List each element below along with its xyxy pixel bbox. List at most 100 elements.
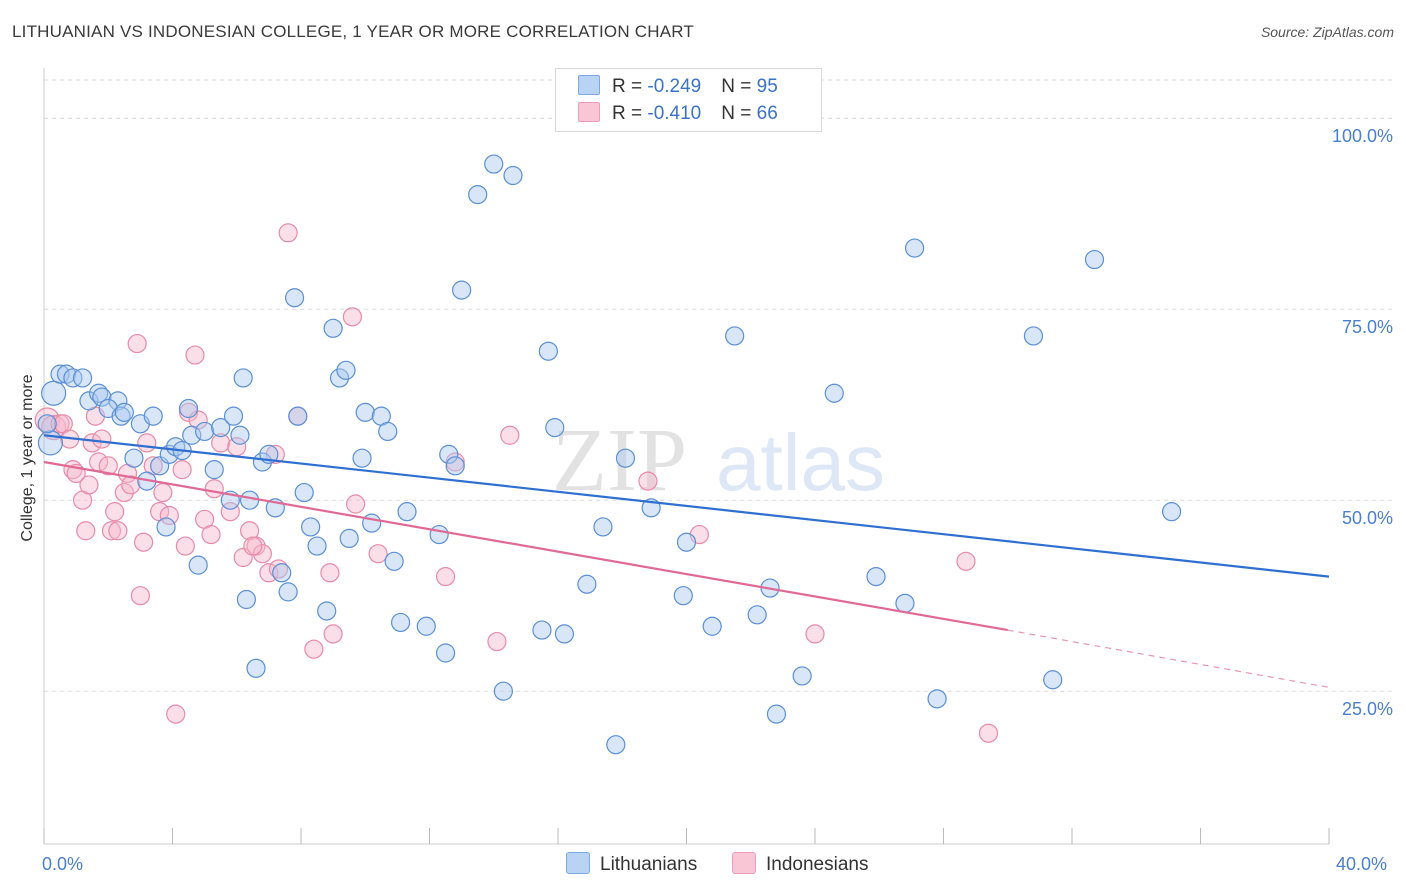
legend-swatch-blue: [578, 75, 600, 95]
lithuanian-point: [352, 448, 372, 468]
lithuanian-point: [676, 532, 697, 552]
indonesian-point: [346, 494, 366, 514]
indonesian-point: [41, 415, 67, 441]
lithuanian-point: [554, 624, 575, 644]
lithuanian-point: [824, 383, 844, 403]
lithuanian-point: [593, 517, 613, 537]
indonesian-point: [342, 307, 362, 327]
y-tick-label: 50.0%: [1342, 508, 1393, 528]
lithuanian-point: [445, 456, 465, 476]
legend-r-label: R =: [612, 76, 648, 97]
lithuanians-trend-line: [43, 434, 1330, 578]
indonesian-point: [500, 425, 520, 445]
indonesian-point: [137, 433, 157, 453]
indonesian-point: [127, 333, 147, 354]
indonesian-point: [79, 475, 99, 495]
lithuanian-point: [188, 555, 208, 575]
indonesian-point: [159, 505, 179, 526]
indonesian-point: [435, 566, 456, 587]
lithuanian-point: [702, 616, 722, 636]
lithuanian-point: [378, 421, 398, 442]
legend-row-lithuanians: R = -0.249 N = 95: [578, 75, 778, 101]
lithuanian-point: [336, 360, 356, 380]
indonesian-point: [320, 563, 340, 583]
lithuanian-point: [223, 406, 244, 426]
lithuanian-point: [284, 288, 305, 308]
lithuanian-point: [50, 364, 70, 384]
indonesian-point: [201, 524, 221, 545]
lithuanian-point: [362, 513, 382, 533]
lithuanian-point: [397, 502, 417, 522]
lithuanian-point: [390, 612, 411, 633]
lithuanian-point: [92, 387, 112, 407]
indonesian-point: [105, 502, 125, 522]
lithuanian-point: [895, 593, 915, 613]
indonesian-point: [121, 475, 141, 495]
legend-r-value: -0.410: [647, 103, 702, 124]
lithuanian-point: [230, 425, 250, 445]
chart-title: LITHUANIAN VS INDONESIAN COLLEGE, 1 YEAR…: [12, 22, 695, 41]
indonesian-point: [638, 471, 658, 491]
x-tick-label-max: 40.0%: [1336, 854, 1387, 874]
lithuanian-point: [927, 689, 947, 709]
lithuanian-point: [288, 406, 308, 426]
lithuanian-point: [1023, 326, 1044, 346]
lithuanian-point: [37, 430, 64, 456]
lithuanian-point: [532, 620, 552, 640]
watermark-atlas: atlas: [716, 418, 885, 507]
lithuanian-point: [236, 589, 256, 610]
lithuanian-point: [233, 368, 253, 388]
indonesian-point: [204, 479, 224, 499]
indonesian-point: [211, 433, 231, 453]
lithuanian-point: [615, 448, 636, 468]
indonesian-point: [243, 536, 263, 556]
lithuanian-point: [468, 185, 488, 205]
lithuanian-point: [439, 444, 459, 464]
indonesian-point: [133, 532, 154, 552]
lithuanian-point: [240, 490, 260, 510]
lithuanian-point: [384, 551, 404, 571]
y-tick-label: 75.0%: [1342, 317, 1393, 337]
indonesian-point: [92, 429, 112, 449]
lithuanian-point: [866, 566, 886, 587]
bottom-swatch-pink: [732, 852, 756, 874]
lithuanian-point: [503, 165, 523, 186]
lithuanian-point: [538, 341, 558, 361]
lithuanian-point: [1161, 502, 1182, 522]
indonesian-point: [166, 704, 186, 724]
trend-lines: [43, 434, 1330, 688]
lithuanian-point: [178, 398, 199, 419]
lithuanian-point: [323, 318, 343, 338]
lithuanian-point: [339, 528, 359, 549]
legend-n-label: N =: [721, 103, 757, 124]
bottom-legend-indonesians: Indonesians: [732, 852, 868, 876]
lithuanian-point: [63, 368, 83, 388]
lithuanian-point: [493, 681, 513, 701]
indonesian-point: [978, 723, 999, 743]
watermark: ZIP atlas: [552, 411, 885, 510]
legend-n-value: 66: [756, 103, 778, 124]
indonesian-point: [805, 624, 825, 644]
lithuanian-point: [329, 368, 350, 388]
indonesian-point: [114, 482, 134, 503]
lithuanian-point: [108, 391, 128, 411]
legend-r-value: -0.249: [647, 76, 702, 97]
indonesian-point: [82, 433, 102, 453]
indonesian-point: [98, 456, 118, 476]
indonesian-point: [304, 639, 324, 659]
lithuanian-point: [792, 666, 812, 686]
lithuanian-point: [484, 154, 504, 174]
lithuanian-point: [429, 524, 449, 545]
lithuanian-point: [195, 421, 215, 442]
lithuanian-point: [747, 605, 767, 625]
lithuanian-point: [37, 414, 57, 434]
lithuanian-point: [1084, 249, 1105, 270]
indonesian-point: [220, 502, 240, 522]
indonesian-point: [956, 551, 976, 571]
indonesian-point: [76, 521, 96, 541]
bottom-legend-lithuanians: Lithuanians: [566, 852, 697, 876]
lithuanian-point: [416, 616, 436, 636]
legend-n-value: 95: [756, 76, 778, 97]
lithuanian-point: [246, 658, 266, 678]
lithuanian-point: [452, 280, 472, 300]
